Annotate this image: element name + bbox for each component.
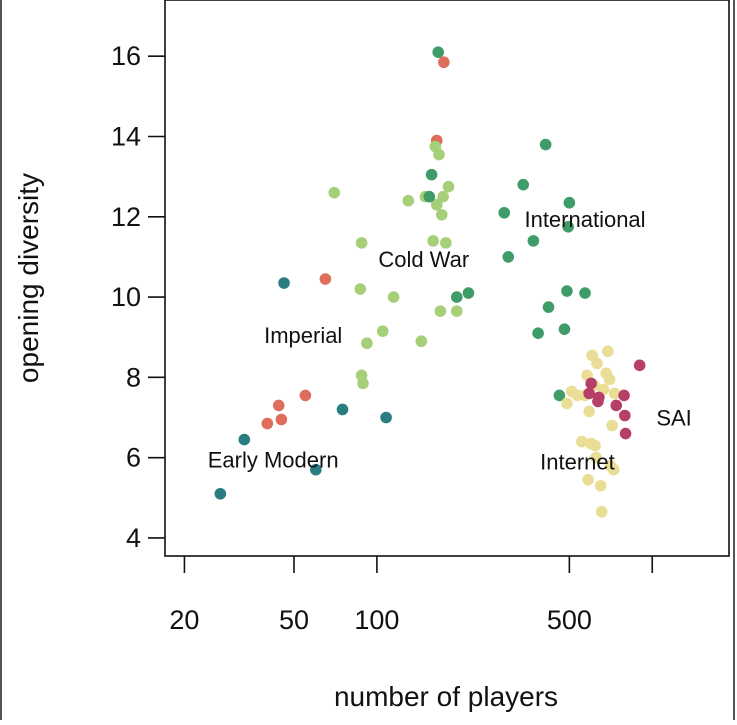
data-point <box>583 405 595 418</box>
data-point <box>593 391 605 404</box>
data-point <box>336 403 349 416</box>
era-label: Imperial <box>264 323 342 348</box>
data-point <box>238 433 251 446</box>
data-point <box>354 283 367 295</box>
data-point <box>606 419 618 432</box>
data-point <box>380 411 392 424</box>
data-point <box>450 291 463 303</box>
era-label: Cold War <box>378 247 469 272</box>
data-point <box>427 235 439 247</box>
data-point <box>582 473 594 486</box>
y-axis-title: opening diversity <box>13 173 44 383</box>
y-axis: 4 6 8 10 12 14 16 <box>111 41 165 553</box>
era-label: SAI <box>656 406 691 431</box>
data-point <box>603 373 616 386</box>
data-point <box>517 178 530 191</box>
data-point <box>278 277 290 289</box>
data-point <box>450 305 463 317</box>
data-point <box>527 235 540 247</box>
data-point <box>619 427 632 440</box>
data-point <box>532 327 544 339</box>
data-point <box>376 325 389 337</box>
data-point <box>272 399 285 412</box>
data-point <box>261 417 274 430</box>
era-label: Internet <box>540 450 615 475</box>
data-point <box>542 301 555 313</box>
x-tick-label: 100 <box>354 605 399 635</box>
data-point <box>498 206 511 219</box>
data-point <box>561 285 573 297</box>
data-point <box>595 506 608 518</box>
data-point <box>310 463 322 476</box>
data-point <box>619 409 631 422</box>
data-point <box>357 377 369 390</box>
data-point <box>608 387 621 400</box>
data-point <box>594 479 607 492</box>
data-point <box>355 237 368 249</box>
plot-area <box>164 0 730 557</box>
data-point <box>553 389 566 402</box>
data-point <box>319 273 332 285</box>
data-point <box>438 56 450 69</box>
data-point <box>607 463 620 476</box>
data-point <box>361 337 373 350</box>
data-point <box>425 168 438 181</box>
era-labels: Early Modern Imperial Cold War Internationa… <box>208 207 692 475</box>
data-point <box>502 251 515 263</box>
data-point <box>561 397 573 410</box>
y-tick-label: 10 <box>111 282 141 312</box>
data-point <box>434 305 447 317</box>
data-point <box>437 190 449 203</box>
data-point <box>402 194 415 207</box>
data-point <box>633 359 646 372</box>
data-point <box>590 451 602 464</box>
data-point <box>589 439 601 452</box>
data-point <box>433 148 445 161</box>
data-point <box>563 196 576 209</box>
data-point <box>432 46 445 58</box>
data-point <box>415 335 428 348</box>
data-point <box>387 291 400 303</box>
data-point <box>328 186 341 199</box>
y-tick-label: 14 <box>111 121 141 151</box>
data-point <box>539 138 552 151</box>
data-point <box>579 287 591 299</box>
era-label: International <box>524 207 645 232</box>
y-tick-label: 8 <box>126 362 141 392</box>
data-point <box>214 487 227 500</box>
x-tick-label: 50 <box>279 605 309 635</box>
x-axis-title: number of players <box>334 681 558 712</box>
data-point <box>562 221 574 233</box>
data-point <box>585 377 597 390</box>
data-point <box>576 435 588 448</box>
y-tick-label: 12 <box>111 202 141 232</box>
data-point <box>440 237 452 249</box>
y-tick-label: 4 <box>126 523 141 553</box>
data-point <box>618 389 630 402</box>
y-tick-label: 16 <box>111 41 141 71</box>
data-point <box>430 198 443 211</box>
x-axis: 20 50 100 500 <box>169 556 654 635</box>
data-point <box>583 387 595 400</box>
x-tick-label: 20 <box>169 605 199 635</box>
data-point <box>442 180 455 193</box>
data-point <box>435 208 448 221</box>
era-label: Early Modern <box>208 448 339 473</box>
data-point <box>602 345 614 358</box>
data-point <box>610 399 623 412</box>
data-point <box>423 190 436 203</box>
data-point <box>299 389 312 402</box>
data-point <box>558 323 571 335</box>
y-tick-label: 6 <box>126 443 141 473</box>
x-tick-label: 500 <box>547 605 592 635</box>
data-point <box>275 413 288 426</box>
data-points <box>214 46 646 518</box>
data-point <box>591 357 603 370</box>
data-point <box>462 287 475 299</box>
